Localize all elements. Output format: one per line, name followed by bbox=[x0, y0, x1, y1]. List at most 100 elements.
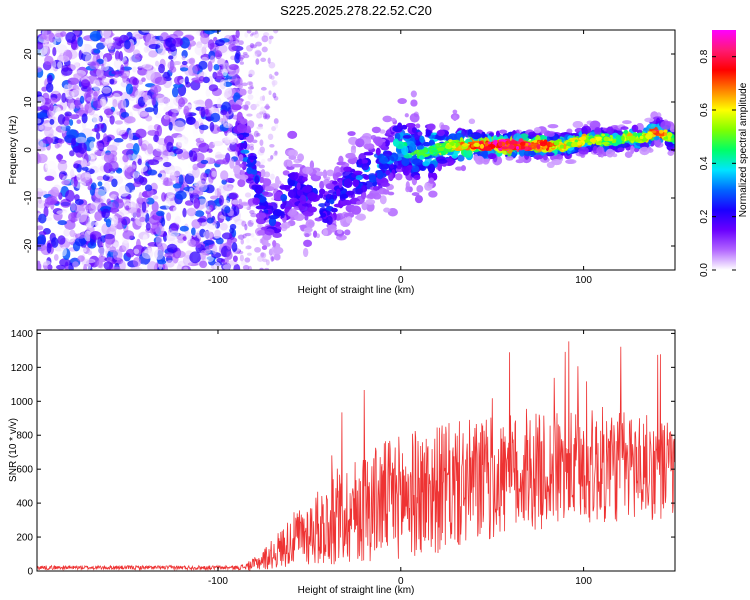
heatmap-cell bbox=[44, 126, 54, 138]
heatmap-cell bbox=[241, 82, 248, 87]
heatmap-cell bbox=[125, 248, 135, 258]
heatmap-cell bbox=[365, 199, 376, 205]
heatmap-cell bbox=[255, 205, 266, 210]
heatmap-cell bbox=[326, 215, 333, 225]
heatmap-cell bbox=[180, 67, 189, 72]
heatmap-cell bbox=[214, 72, 224, 79]
heatmap-cell bbox=[288, 149, 298, 158]
heatmap-cell bbox=[130, 189, 137, 202]
heatmap-cell bbox=[226, 250, 233, 260]
heatmap-cell bbox=[113, 266, 121, 270]
heatmap-cell bbox=[218, 195, 224, 206]
heatmap-cell bbox=[128, 129, 134, 142]
heatmap-cell bbox=[273, 246, 284, 255]
heatmap-cell bbox=[483, 146, 492, 151]
heatmap-cell bbox=[105, 239, 112, 249]
heatmap-cell bbox=[150, 210, 158, 216]
heatmap-cell bbox=[559, 144, 564, 149]
heatmap-cell bbox=[54, 143, 60, 149]
heatmap-cell bbox=[42, 136, 54, 145]
heatmap-cell bbox=[155, 60, 160, 67]
heatmap-cell bbox=[154, 76, 167, 86]
heatmap-cell bbox=[231, 104, 242, 111]
heatmap-cell bbox=[122, 230, 135, 240]
heatmap-cell bbox=[287, 189, 297, 199]
heatmap-cell bbox=[265, 103, 270, 111]
heatmap-cell bbox=[187, 238, 197, 247]
heatmap-cell bbox=[73, 73, 84, 79]
heatmap-cell bbox=[222, 264, 232, 270]
heatmap-cell bbox=[47, 109, 52, 118]
heatmap-cell bbox=[639, 142, 650, 149]
heatmap-cell bbox=[356, 200, 361, 205]
heatmap-cell bbox=[49, 118, 55, 125]
heatmap-cell bbox=[165, 260, 175, 268]
heatmap-cell bbox=[50, 186, 60, 199]
heatmap-cell bbox=[430, 149, 438, 153]
heatmap-cell bbox=[156, 210, 165, 217]
heatmap-cell bbox=[238, 56, 244, 62]
heatmap-cell bbox=[525, 142, 529, 146]
heatmap-cell bbox=[352, 179, 360, 188]
heatmap-cell bbox=[388, 172, 394, 182]
heatmap-cell bbox=[109, 78, 115, 85]
heatmap-cell bbox=[403, 154, 413, 159]
heatmap-cell bbox=[256, 112, 263, 119]
heatmap-cell bbox=[396, 165, 402, 170]
heatmap-cell bbox=[79, 95, 85, 104]
heatmap-cell bbox=[414, 195, 423, 204]
heatmap-cell bbox=[501, 146, 509, 150]
heatmap-cell bbox=[44, 160, 57, 173]
heatmap-cell bbox=[138, 164, 148, 173]
heatmap-cell bbox=[436, 147, 442, 151]
heatmap-cell bbox=[188, 57, 196, 65]
heatmap-cell bbox=[81, 247, 87, 253]
heatmap-cell bbox=[254, 103, 260, 107]
heatmap-cell bbox=[255, 212, 267, 220]
heatmap-cell bbox=[56, 210, 66, 215]
heatmap-cell bbox=[261, 35, 269, 43]
heatmap-cell bbox=[565, 159, 577, 165]
heatmap-cell bbox=[178, 174, 184, 186]
heatmap-cell bbox=[322, 228, 329, 237]
heatmap-cell bbox=[562, 144, 567, 150]
heatmap-cell bbox=[114, 50, 120, 61]
heatmap-cell bbox=[303, 227, 313, 233]
heatmap-cell bbox=[606, 126, 614, 135]
heatmap-cell bbox=[397, 98, 407, 104]
heatmap-cell bbox=[228, 192, 239, 200]
heatmap-cell bbox=[343, 178, 353, 188]
heatmap-cell bbox=[246, 238, 250, 244]
heatmap-cell bbox=[487, 153, 497, 160]
heatmap-cell bbox=[272, 232, 283, 238]
heatmap-cell bbox=[74, 236, 86, 247]
heatmap-cell bbox=[71, 89, 82, 99]
heatmap-cell bbox=[210, 112, 221, 123]
heatmap-cell bbox=[226, 239, 232, 250]
heatmap-cell bbox=[564, 145, 571, 149]
heatmap-cell bbox=[124, 116, 136, 124]
heatmap-cell bbox=[215, 237, 224, 245]
heatmap-cell bbox=[215, 39, 225, 47]
heatmap-cell bbox=[659, 129, 664, 134]
heatmap-cell bbox=[214, 159, 227, 165]
heatmap-cell bbox=[164, 252, 176, 258]
heatmap-cell bbox=[267, 57, 271, 64]
heatmap-cell bbox=[621, 135, 625, 142]
heatmap-cell bbox=[94, 211, 103, 222]
heatmap-cell bbox=[410, 90, 417, 98]
heatmap-cell bbox=[44, 55, 54, 66]
heatmap-cell bbox=[37, 186, 47, 192]
heatmap-cell bbox=[212, 140, 224, 147]
colorbar-tick-label: 0.6 bbox=[699, 103, 710, 117]
heatmap-cell bbox=[200, 33, 210, 45]
heatmap-cell bbox=[269, 143, 275, 148]
heatmap-cell bbox=[244, 192, 252, 198]
heatmap-cell bbox=[238, 40, 244, 46]
heatmap-cell bbox=[83, 263, 88, 270]
heatmap-cell bbox=[124, 39, 131, 50]
heatmap-cell bbox=[252, 197, 261, 205]
heatmap-cell bbox=[237, 234, 245, 240]
heatmap-cell bbox=[93, 49, 101, 54]
heatmap-cell bbox=[148, 50, 158, 58]
